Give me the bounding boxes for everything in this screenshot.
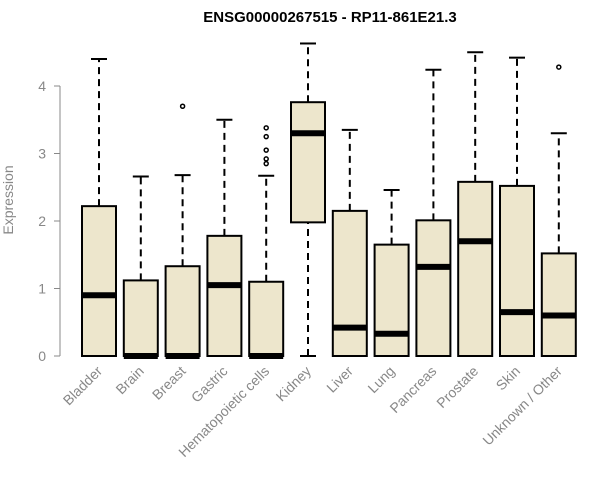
box-11 — [540, 64, 577, 357]
outlier-point — [263, 156, 269, 162]
x-tick-label: Breast — [149, 363, 189, 403]
outlier-point — [263, 125, 269, 131]
x-tick-label: Skin — [493, 363, 524, 394]
chart-title: ENSG00000267515 - RP11-861E21.3 — [203, 9, 457, 26]
box-6 — [331, 128, 368, 357]
box-body — [122, 279, 159, 357]
x-tick-label: Liver — [323, 363, 356, 396]
outlier-point — [263, 160, 269, 167]
y-axis: 0 1 2 3 4 — [38, 78, 61, 364]
outlier-point — [263, 133, 269, 140]
box-body — [164, 265, 201, 358]
box-1 — [122, 175, 159, 359]
x-tick-label: Kidney — [273, 363, 315, 405]
x-tick-label: Bladder — [60, 363, 106, 409]
box-body — [499, 184, 535, 357]
y-tick-label: 0 — [38, 348, 46, 364]
box-body — [540, 252, 577, 357]
x-tick-label: Lung — [364, 363, 397, 396]
box-body — [206, 234, 243, 358]
outlier-point — [556, 64, 562, 70]
box-5 — [290, 42, 326, 357]
box-body — [81, 205, 117, 357]
box-body — [290, 101, 326, 224]
y-tick-label: 1 — [38, 281, 46, 297]
y-tick-label: 3 — [38, 146, 46, 162]
box-body — [248, 280, 285, 357]
box-8 — [415, 68, 452, 357]
outlier-point — [263, 147, 269, 153]
box-9 — [457, 51, 494, 357]
box-0 — [81, 58, 117, 357]
box-body — [331, 209, 368, 357]
box-3 — [206, 118, 243, 358]
box-4 — [248, 125, 285, 359]
outlier-point — [179, 103, 186, 109]
x-tick-label: Prostate — [433, 363, 481, 411]
x-tick-label: Unknown / Other — [479, 363, 565, 449]
boxes-group — [81, 42, 577, 359]
box-2 — [164, 103, 201, 359]
box-body — [415, 219, 452, 357]
box-body — [457, 180, 494, 357]
y-tick-label: 4 — [38, 78, 46, 94]
box-7 — [373, 188, 410, 357]
x-tick-label: Brain — [112, 363, 146, 397]
y-tick-label: 2 — [38, 213, 46, 229]
y-axis-label: Expression — [0, 165, 16, 234]
box-10 — [499, 56, 535, 357]
box-body — [373, 243, 410, 357]
